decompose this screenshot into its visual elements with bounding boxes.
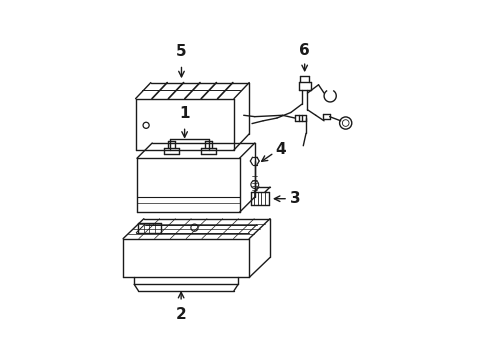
Text: 2: 2: [175, 307, 186, 322]
Text: 5: 5: [176, 44, 186, 59]
Text: 3: 3: [290, 191, 300, 206]
Text: 4: 4: [275, 143, 285, 157]
Text: 1: 1: [179, 106, 189, 121]
Text: 6: 6: [299, 44, 309, 58]
